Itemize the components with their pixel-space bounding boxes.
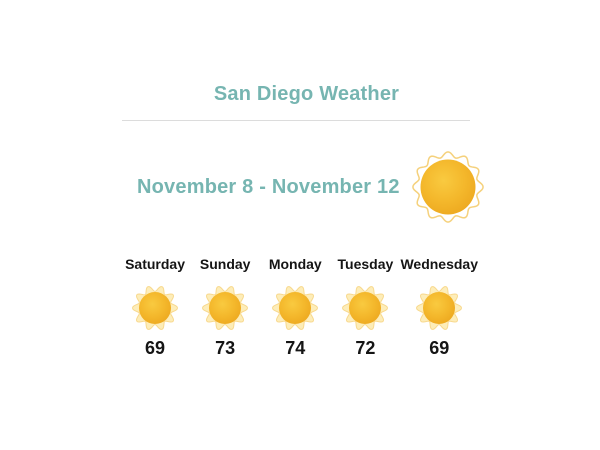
page-title: San Diego Weather [213,83,400,105]
day-temperature: 74 [285,338,306,358]
day-column: Saturday 69 [120,256,190,357]
day-column: Sunday 73 [190,256,260,357]
title-divider [122,120,470,121]
day-column: Wednesday 69 [400,256,478,357]
day-temperature: 69 [145,338,166,358]
day-label: Tuesday [337,256,394,272]
day-label: Sunday [199,256,251,272]
day-temperature: 72 [355,338,376,358]
date-range-label: November 8 - November 12 [137,175,400,198]
day-label: Monday [268,256,322,272]
day-label: Saturday [125,256,186,272]
day-column: Tuesday 72 [330,256,400,357]
day-column: Monday 74 [260,256,330,357]
sun-icon [272,285,319,331]
days-grid: Saturday 69 Sunday 73 Monday 74 Tuesday … [120,256,478,357]
day-label: Wednesday [400,256,478,272]
sun-icon [410,149,486,225]
sun-icon [342,285,389,331]
day-temperature: 69 [429,338,450,358]
sun-icon [416,285,463,331]
day-temperature: 73 [215,338,236,358]
date-row: November 8 - November 12 [120,149,485,225]
sun-icon [132,285,179,331]
sun-icon [202,285,249,331]
